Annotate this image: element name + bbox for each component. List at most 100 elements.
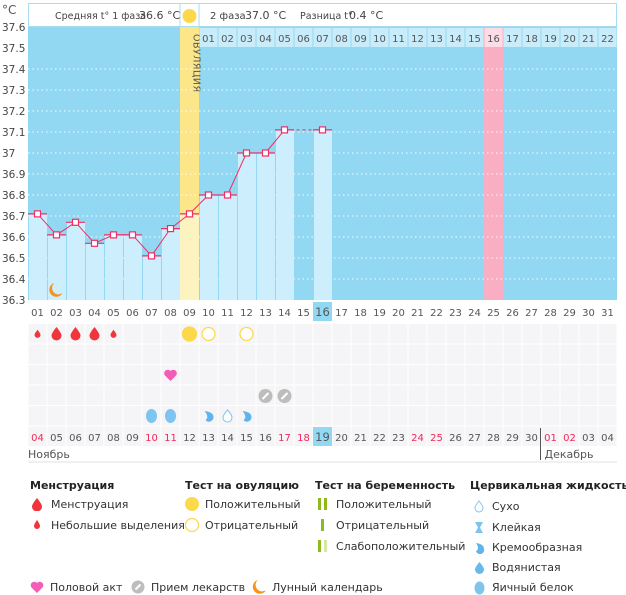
phase2-day-cell [351, 28, 370, 47]
temperature-bar [219, 195, 237, 300]
cycle-day-label: 03 [69, 308, 82, 319]
date-label: 05 [50, 433, 63, 444]
watery-icon [475, 562, 484, 574]
diff-label: Разница t° [300, 11, 353, 22]
legend-item: Сухо [492, 500, 520, 513]
cycle-day-label: 18 [354, 308, 367, 319]
cycle-day-label: 09 [183, 308, 196, 319]
legend-pregnancy-title: Тест на беременность [315, 479, 456, 492]
phase2-day-cell [465, 28, 484, 47]
phase2-day-cell [541, 28, 560, 47]
phase2-day-label: 16 [487, 34, 500, 45]
temperature-point [223, 191, 232, 199]
temperature-point [71, 218, 80, 226]
phase2-day-label: 15 [468, 34, 481, 45]
legend-item: Слабоположительный [336, 540, 466, 553]
y-tick-label: 37.1 [2, 127, 25, 139]
temperature-point [147, 252, 156, 260]
legend-item: Прием лекарств [151, 581, 246, 594]
creamy-icon [476, 543, 485, 554]
legend-item: Водянистая [492, 561, 561, 574]
heavy-drop-icon [32, 498, 42, 511]
temperature-line-segment [265, 129, 285, 154]
ovulation-label: ОВУЛЯЦИЯ [191, 34, 202, 93]
legend-item: Отрицательный [205, 519, 299, 532]
date-label: 06 [69, 433, 82, 444]
event-row [28, 344, 617, 364]
cycle-day-label: 07 [145, 308, 158, 319]
current-date-highlight [313, 427, 332, 446]
date-label: 26 [449, 433, 462, 444]
phase2-day-label: 13 [430, 34, 443, 45]
legend-cervical-title: Цервикальная жидкость [470, 479, 626, 492]
egg-white-icon [474, 581, 485, 595]
pregnancy-negative-icon [321, 519, 324, 531]
temperature-point [33, 210, 42, 218]
date-label: 09 [126, 433, 139, 444]
phase2-day-label: 14 [449, 34, 462, 45]
date-label: 02 [563, 433, 576, 444]
date-label: 29 [506, 433, 519, 444]
pregnancy-weak-icon [318, 540, 327, 552]
temperature-point [242, 149, 251, 157]
unit-label: °C [2, 3, 16, 17]
temperature-point [318, 126, 327, 134]
y-tick-label: 36.6 [2, 232, 26, 244]
phase2-day-label: 18 [525, 34, 538, 45]
cycle-day-label: 10 [202, 308, 215, 319]
phase2-day-cell [579, 28, 598, 47]
current-day-highlight [313, 302, 332, 321]
temperature-line-segment [227, 152, 247, 196]
temperature-bar [314, 129, 332, 300]
dry-icon [474, 500, 484, 513]
temperature-bar [48, 234, 66, 300]
cycle-day-label: 13 [259, 308, 272, 319]
date-label: 08 [107, 433, 120, 444]
phase2-day-cell [427, 28, 446, 47]
legend-item: Положительный [336, 498, 432, 511]
pill-stripe [280, 392, 289, 400]
temperature-point [128, 231, 137, 239]
phase2-day-label: 05 [278, 34, 291, 45]
creamy-icon [242, 411, 252, 422]
date-label: 04 [31, 433, 44, 444]
heart-icon [30, 581, 44, 593]
cycle-day-label: 05 [107, 308, 120, 319]
cycle-day-label: 17 [335, 308, 348, 319]
temperature-bar [257, 153, 275, 300]
y-tick-label: 36.9 [2, 169, 25, 181]
cycle-day-label: 06 [126, 308, 139, 319]
cycle-day-label: 29 [563, 308, 576, 319]
temperature-bar [86, 243, 104, 300]
ovulation-test-negative-icon [239, 326, 254, 342]
month-label: Декабрь [545, 448, 594, 461]
ovulation-test-positive-icon [181, 326, 198, 342]
phase2-value: 37.0 °C [245, 9, 286, 22]
phase2-day-cell [484, 28, 503, 47]
dry-icon [222, 409, 233, 423]
cycle-day-label: 20 [392, 308, 405, 319]
month-label: Ноябрь [28, 448, 70, 461]
phase2-day-label: 01 [202, 34, 215, 45]
temperature-bar [180, 213, 199, 300]
cycle-day-label: 01 [31, 308, 44, 319]
temperature-bar [143, 255, 161, 300]
date-label: 16 [259, 433, 272, 444]
date-label: 10 [145, 433, 158, 444]
pill-stripe [261, 392, 270, 400]
phase2-day-label: 06 [297, 34, 310, 45]
cycle-day-label: 11 [221, 308, 234, 319]
cycle-day-label: 08 [164, 308, 177, 319]
phase2-day-label: 17 [506, 34, 519, 45]
pill-icon [131, 580, 145, 594]
sticky-icon [475, 522, 483, 533]
moon-icon [252, 580, 266, 594]
y-tick-label: 37.6 [2, 22, 26, 34]
legend-item: Клейкая [492, 521, 541, 534]
heart-icon [164, 369, 177, 381]
temperature-point [109, 231, 118, 239]
date-label: 30 [525, 433, 538, 444]
date-label: 04 [601, 433, 614, 444]
phase2-day-label: 21 [582, 34, 595, 45]
